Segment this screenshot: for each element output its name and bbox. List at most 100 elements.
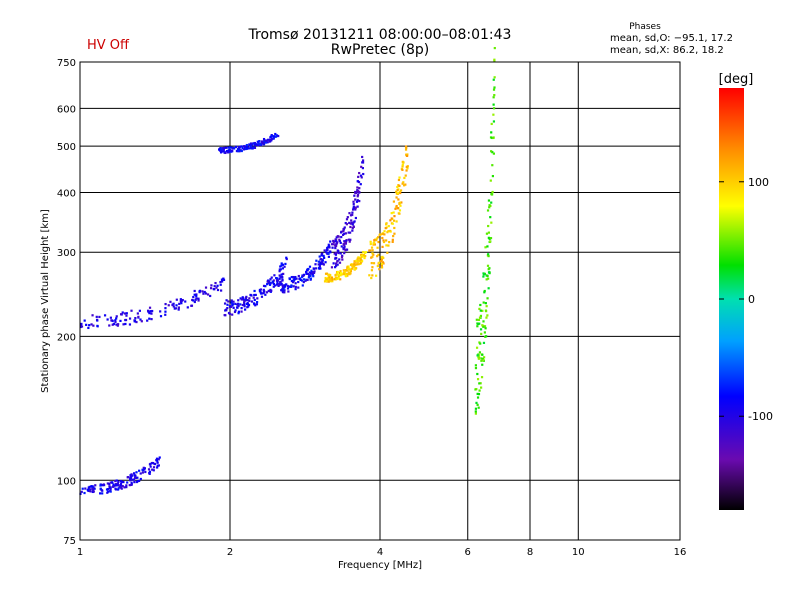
- echo-point: [325, 251, 328, 254]
- echo-point: [281, 290, 284, 293]
- echo-point: [372, 262, 376, 265]
- echo-point: [155, 457, 159, 460]
- echo-point: [201, 290, 204, 293]
- echo-point: [86, 488, 89, 492]
- echo-point: [381, 232, 384, 236]
- echo-point: [123, 486, 126, 489]
- echo-point: [361, 159, 365, 162]
- echo-point: [388, 240, 391, 244]
- echo-point: [476, 378, 480, 381]
- echo-point: [110, 319, 113, 322]
- echo-point: [238, 146, 241, 150]
- echo-point: [284, 262, 287, 266]
- echo-point: [243, 145, 246, 148]
- echo-point: [343, 251, 346, 255]
- echo-point: [370, 246, 374, 249]
- echo-point: [225, 149, 229, 153]
- echo-point: [370, 276, 373, 280]
- echo-point: [346, 273, 349, 276]
- echo-point: [352, 200, 355, 203]
- echo-point: [399, 204, 402, 207]
- x-axis-label: Frequency [MHz]: [338, 560, 422, 571]
- echo-point: [356, 199, 359, 202]
- echo-point: [356, 260, 360, 263]
- echo-point: [268, 283, 272, 286]
- echo-point: [334, 246, 337, 250]
- echo-point: [389, 219, 392, 222]
- echo-point: [120, 480, 123, 483]
- echo-point: [405, 169, 408, 172]
- echo-point: [243, 305, 246, 308]
- echo-point: [306, 278, 309, 282]
- echo-point: [353, 262, 356, 265]
- echo-point: [278, 282, 281, 286]
- echo-point: [342, 273, 346, 276]
- echo-point: [256, 144, 260, 147]
- echo-point: [281, 267, 285, 270]
- echo-point: [128, 484, 131, 487]
- echo-point: [239, 303, 242, 306]
- echo-point: [354, 216, 357, 220]
- echo-point: [331, 246, 334, 249]
- echo-point: [479, 303, 482, 307]
- echo-point: [278, 274, 281, 277]
- echo-point: [351, 211, 354, 214]
- echo-point: [244, 308, 247, 311]
- echo-point: [329, 280, 332, 283]
- echo-point: [302, 274, 305, 277]
- echo-point: [474, 407, 478, 410]
- echo-point: [236, 148, 240, 151]
- echo-point: [272, 285, 275, 288]
- echo-point: [219, 151, 223, 154]
- echo-point: [229, 305, 233, 308]
- echo-point: [220, 278, 224, 281]
- echo-point: [203, 290, 206, 294]
- echo-point: [290, 284, 293, 287]
- echo-point: [167, 304, 170, 307]
- echo-point: [398, 184, 401, 188]
- echo-point: [336, 270, 339, 274]
- echo-point: [355, 263, 358, 266]
- echo-point: [397, 178, 401, 182]
- echo-point: [342, 230, 345, 233]
- echo-point: [343, 243, 346, 247]
- echo-point: [478, 322, 481, 325]
- echo-point: [376, 246, 379, 249]
- echo-point: [269, 136, 272, 139]
- echo-point: [337, 235, 340, 238]
- echo-point: [337, 250, 340, 253]
- echo-point: [406, 153, 409, 156]
- echo-point: [293, 278, 296, 281]
- echo-point: [103, 483, 106, 487]
- echo-point: [390, 212, 393, 215]
- echo-point: [309, 274, 312, 277]
- echo-point: [340, 255, 344, 259]
- echo-point: [240, 298, 243, 301]
- echo-point: [347, 267, 350, 270]
- echo-point: [492, 88, 496, 91]
- echo-point: [478, 389, 481, 392]
- echo-point: [119, 319, 122, 323]
- echo-point: [139, 318, 142, 321]
- echo-point: [278, 268, 281, 271]
- echo-point: [493, 58, 496, 61]
- echo-point: [349, 263, 353, 267]
- echo-point: [486, 297, 489, 300]
- echo-point: [214, 281, 217, 285]
- echo-point: [488, 204, 491, 207]
- echo-point: [92, 489, 95, 492]
- echo-point: [177, 306, 180, 309]
- echo-point: [184, 300, 187, 303]
- x-tick-label: 4: [377, 547, 383, 558]
- echo-point: [354, 264, 357, 267]
- echo-point: [243, 301, 246, 304]
- echo-point: [119, 484, 122, 487]
- echo-point: [237, 312, 240, 315]
- echo-point: [490, 221, 493, 224]
- echo-point: [143, 468, 146, 471]
- echo-point: [368, 274, 371, 277]
- echo-point: [476, 392, 479, 395]
- echo-point: [347, 231, 350, 234]
- echo-point: [87, 326, 90, 330]
- echo-point: [218, 148, 221, 151]
